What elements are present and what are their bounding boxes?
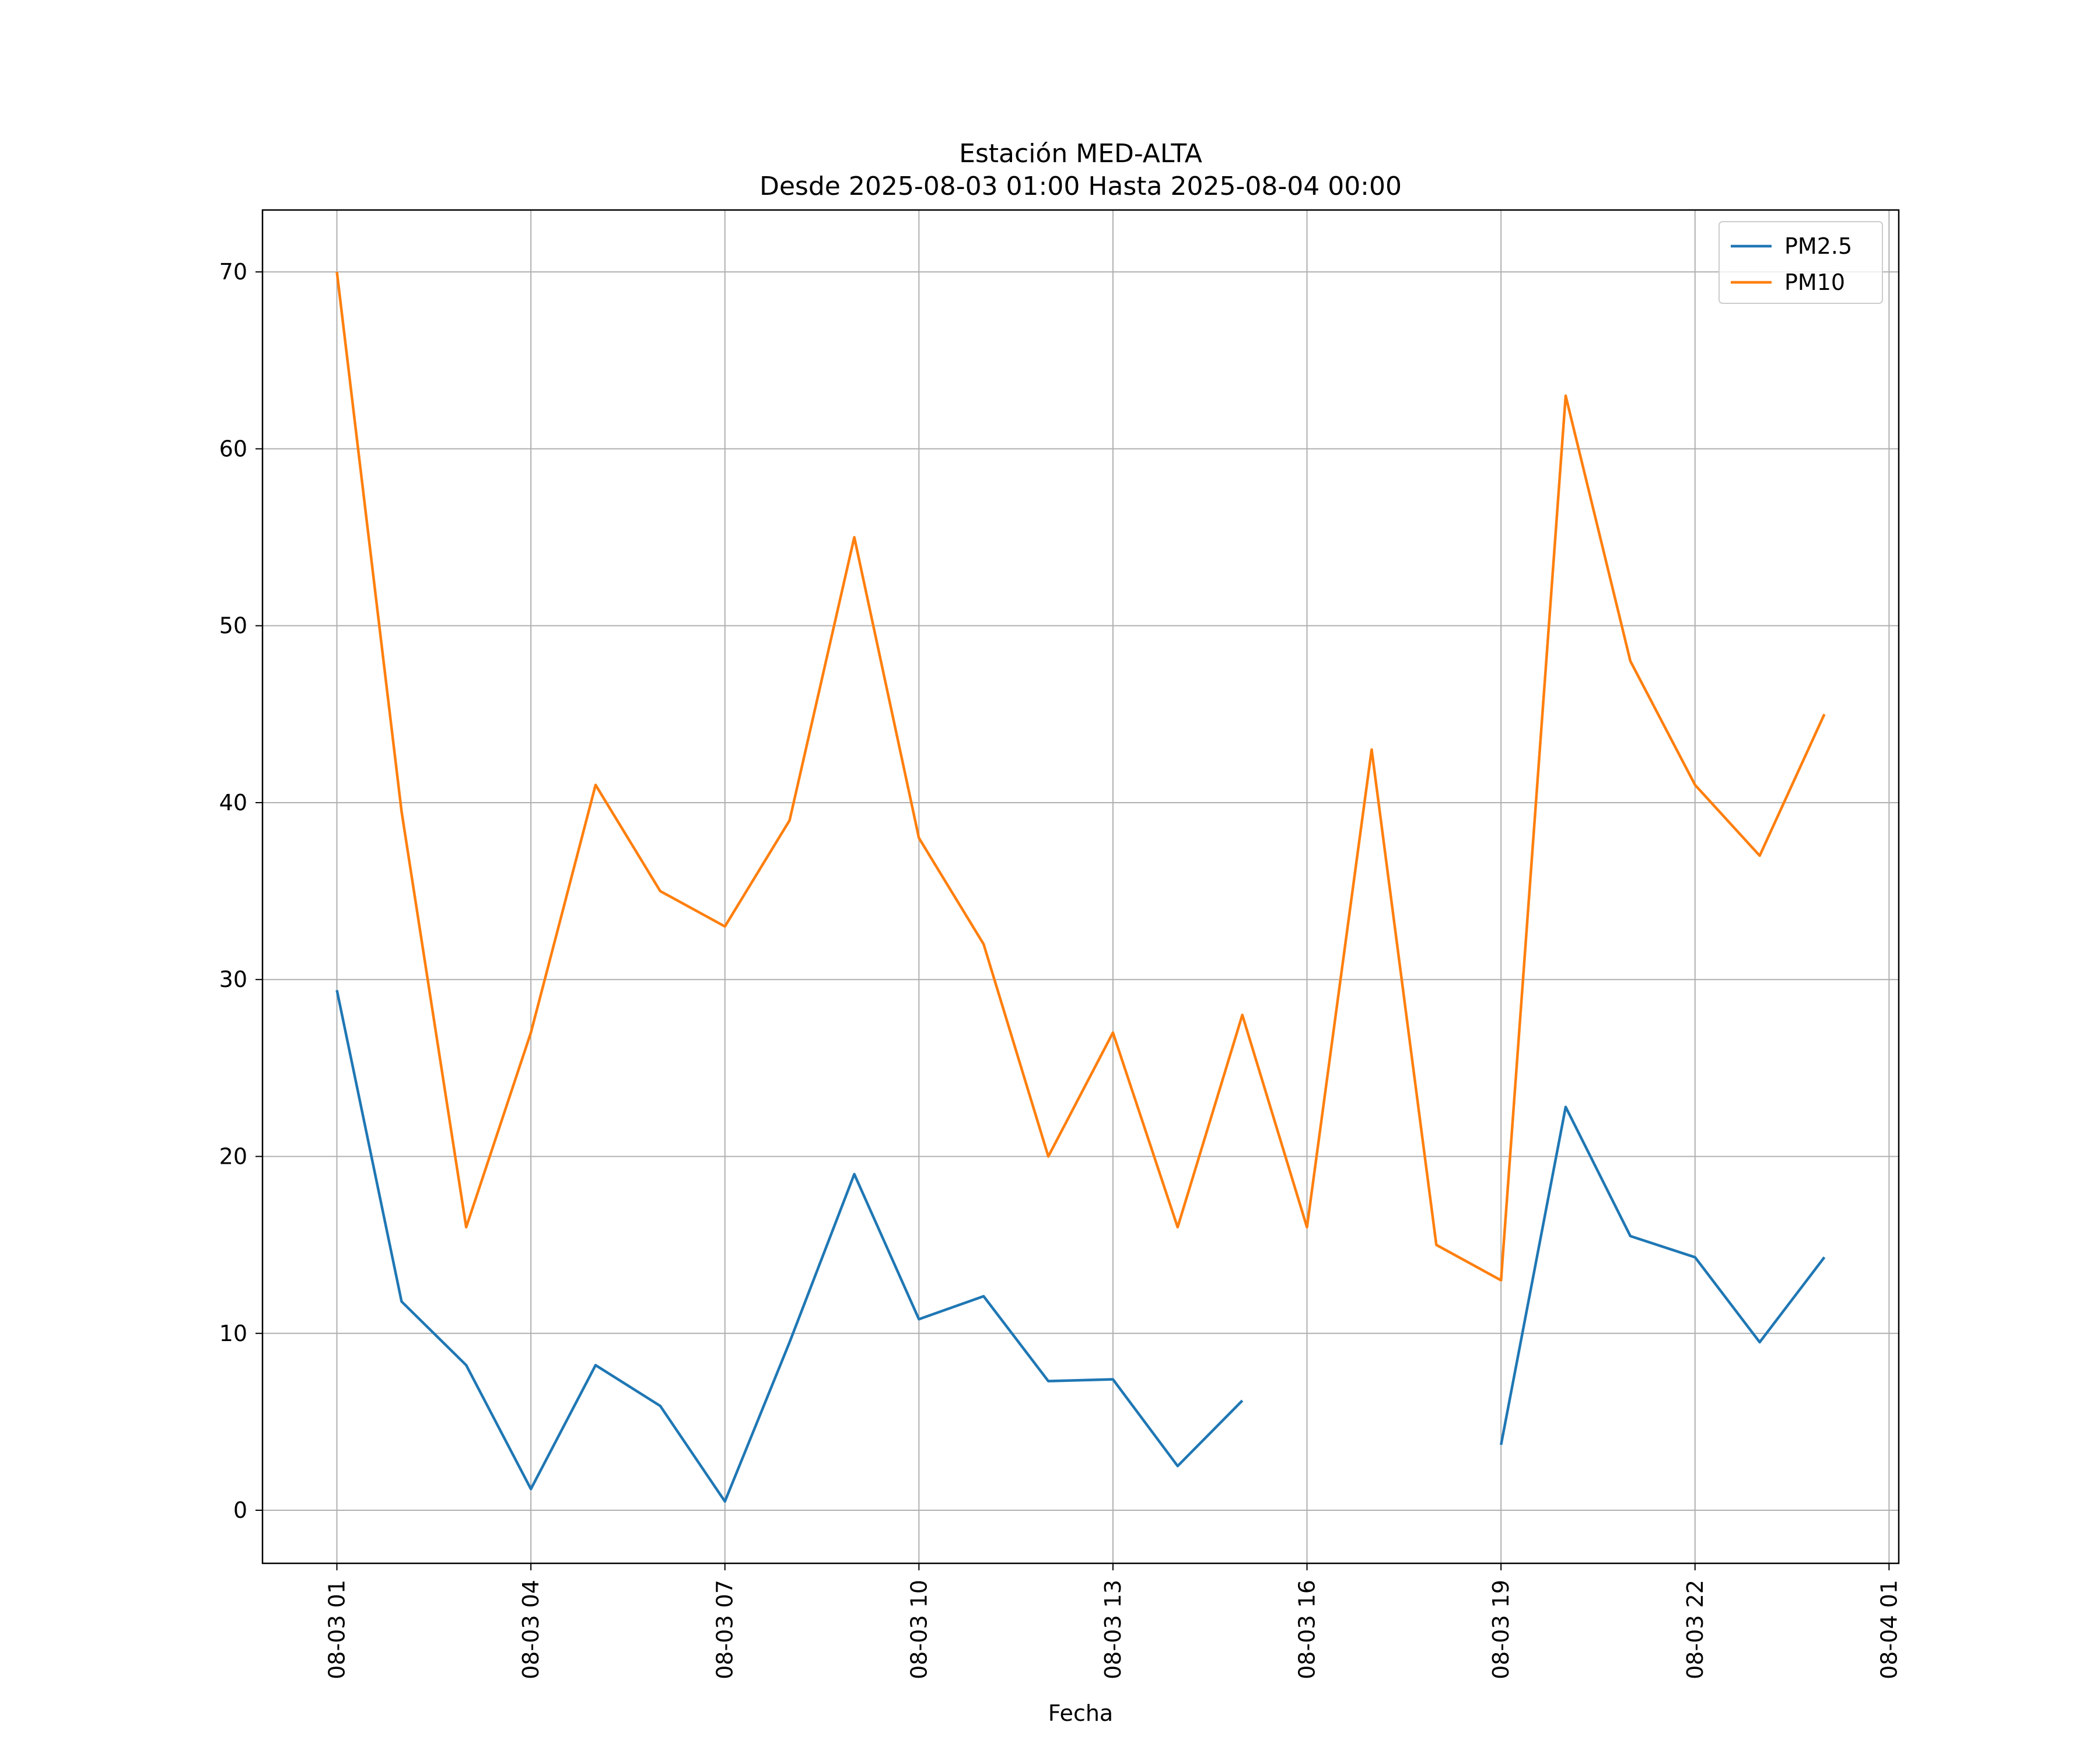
plot-area-frame	[261, 209, 1900, 1564]
x-tick-label: 08-03 04	[518, 1580, 544, 1679]
x-tick-label: 08-03 10	[906, 1580, 932, 1679]
y-tick-label: 30	[219, 967, 247, 992]
x-tick-label: 08-03 13	[1100, 1580, 1126, 1679]
y-tick-label: 50	[219, 613, 247, 639]
y-tick-label: 0	[233, 1497, 247, 1523]
legend-label: PM2.5	[1784, 233, 1852, 259]
chart-title: Estación MED-ALTA	[959, 139, 1202, 169]
legend-label: PM10	[1784, 270, 1845, 295]
chart-subtitle: Desde 2025-08-03 01:00 Hasta 2025-08-04 …	[760, 172, 1402, 201]
y-tick-label: 70	[219, 259, 247, 285]
grid	[262, 210, 1899, 1563]
y-tick-label: 20	[219, 1143, 247, 1169]
series-lines	[335, 271, 1826, 1503]
x-tick-label: 08-04 01	[1876, 1580, 1902, 1679]
x-axis-label: Fecha	[1048, 1700, 1113, 1726]
x-tick-label: 08-03 01	[324, 1580, 350, 1679]
x-tick-label: 08-03 22	[1682, 1580, 1708, 1679]
y-tick-label: 40	[219, 790, 247, 816]
y-tick-label: 10	[219, 1321, 247, 1346]
x-tick-label: 08-03 07	[712, 1580, 738, 1679]
series-line-pm25	[335, 989, 1244, 1503]
series-line-pm10	[335, 271, 1826, 1282]
y-tick-label: 60	[219, 436, 247, 461]
x-tick-label: 08-03 19	[1488, 1580, 1514, 1679]
x-tick-label: 08-03 16	[1294, 1580, 1320, 1679]
axis-ticks: 0 10 20 30 40 50 60 70 08-03 01 08-03 04 08-03 07 0…	[219, 259, 1902, 1679]
series-line-pm25	[1499, 1105, 1826, 1446]
legend: PM2.5 PM10	[1718, 221, 1883, 304]
